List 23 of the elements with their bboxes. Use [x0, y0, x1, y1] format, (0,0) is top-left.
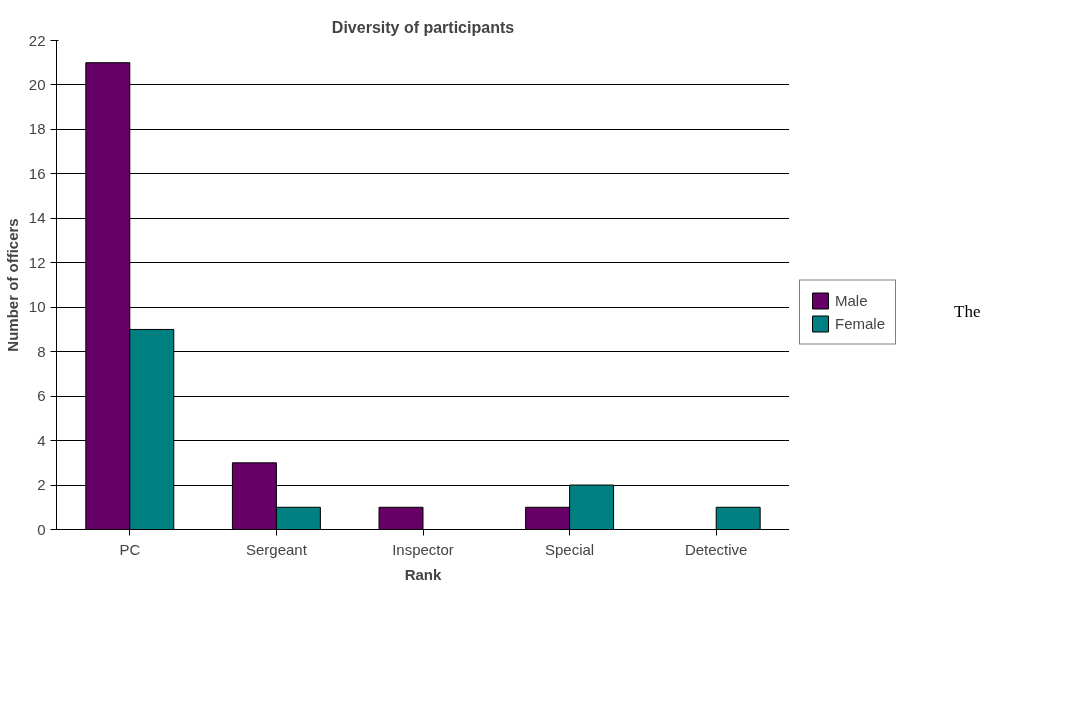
x-tick-label: PC [119, 540, 141, 558]
y-tick-label: 12 [28, 253, 46, 271]
y-tick-label: 2 [37, 476, 46, 494]
x-tick-label: Special [545, 540, 595, 558]
y-tick-label: 10 [28, 298, 46, 316]
x-axis-title: Rank [404, 565, 442, 583]
chart-title: Diversity of participants [331, 18, 515, 36]
legend-label: Female [835, 314, 886, 332]
y-tick-label: 20 [28, 75, 46, 93]
text: The [954, 301, 981, 323]
y-tick-label: 8 [37, 342, 46, 360]
x-tick-label: Detective [684, 540, 748, 558]
y-tick-label: 18 [28, 120, 46, 138]
y-tick-label: 16 [28, 164, 46, 182]
x-tick-label: Inspector [392, 540, 454, 558]
y-tick-label: 4 [37, 431, 46, 449]
x-tick-label: Sergeant [245, 540, 308, 558]
y-tick-label: 22 [28, 31, 46, 49]
y-tick-label: 0 [37, 520, 46, 538]
y-tick-label: 6 [37, 387, 46, 405]
y-tick-label: 14 [28, 209, 46, 227]
legend-label: Male [835, 291, 868, 309]
y-axis-title: Number of officers [3, 218, 21, 352]
